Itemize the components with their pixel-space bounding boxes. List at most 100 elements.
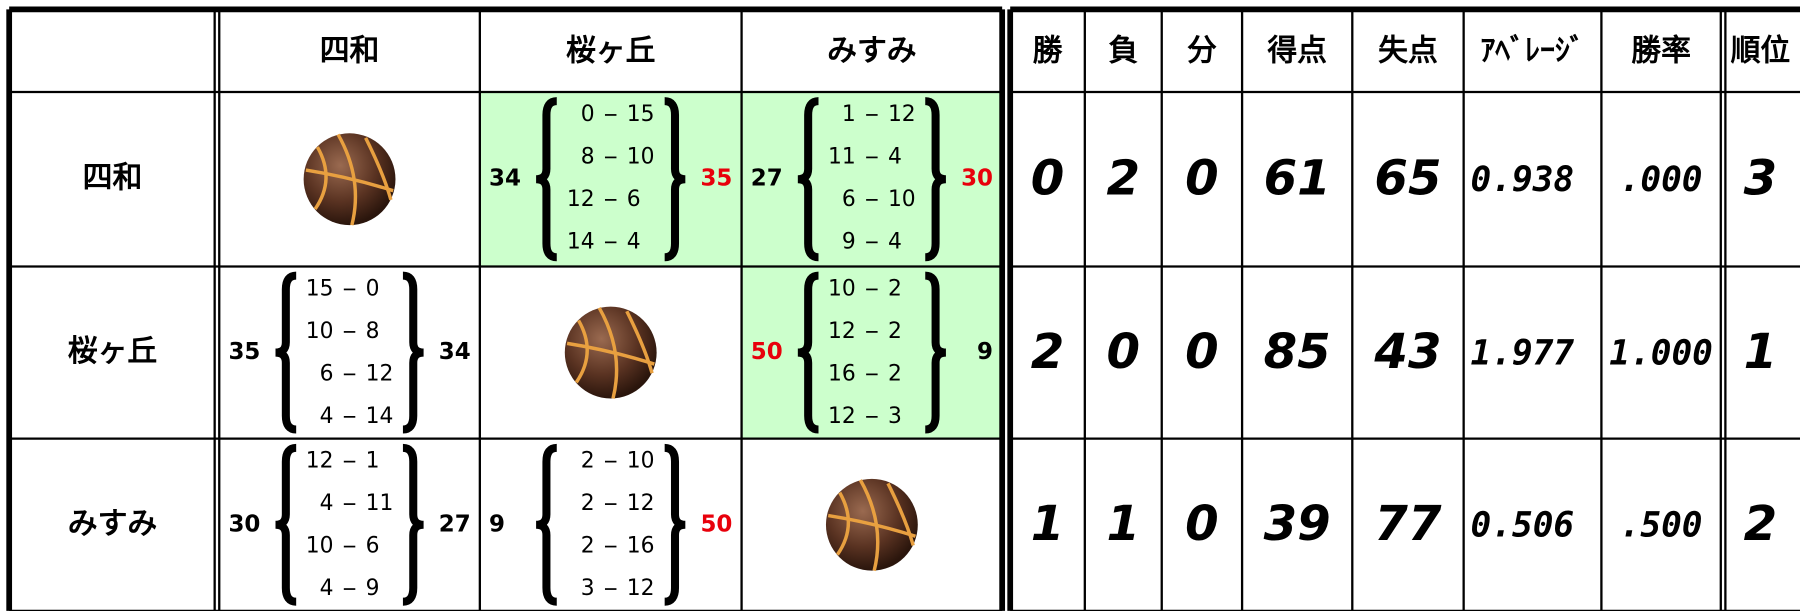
brace — [275, 443, 297, 606]
quarter-score: 2 — [581, 449, 595, 474]
brace — [535, 97, 558, 262]
quarter-score: 2 — [581, 491, 595, 516]
column-header: 勝率 — [1631, 33, 1691, 68]
score-total: 27 — [439, 511, 471, 537]
quarter-score: 12 — [828, 319, 856, 344]
quarter-score: 1 — [366, 449, 380, 474]
stat-value: 2 — [1107, 151, 1141, 207]
stat-value: 1 — [1744, 324, 1778, 380]
quarter-score: 3 — [581, 576, 595, 601]
quarter-score: 8 — [366, 319, 380, 344]
column-header: 勝 — [1033, 33, 1063, 68]
ball-seam — [827, 513, 917, 538]
stat-value: 0 — [1185, 496, 1219, 552]
basketball-lines — [305, 133, 394, 226]
brace — [402, 443, 424, 606]
quarter-score: 12 — [828, 404, 856, 429]
score-total: 35 — [700, 166, 732, 192]
score-total: 35 — [228, 339, 260, 365]
quarter-score: 14 — [366, 404, 394, 429]
score-total: 50 — [751, 339, 783, 365]
column-header: 順位 — [1731, 33, 1791, 68]
quarter-score: 6 — [627, 187, 641, 212]
quarter-score: 12 — [366, 361, 394, 386]
quarter-score: 1 — [842, 102, 856, 127]
quarter-score: 12 — [567, 187, 595, 212]
stat-value: 39 — [1264, 496, 1331, 552]
brace — [402, 271, 424, 434]
score-total: 34 — [439, 339, 471, 365]
quarter-score: 4 — [320, 576, 334, 601]
ball-seam — [836, 491, 851, 556]
ball-seam — [364, 137, 393, 201]
ball-seam — [313, 146, 328, 211]
ball-seam — [886, 482, 915, 546]
quarter-score: 15 — [627, 102, 655, 127]
column-header: ｱﾍﾞﾚｰｼﾞ — [1480, 33, 1584, 68]
brace — [797, 271, 819, 434]
column-header: 四和 — [320, 33, 380, 68]
score-total: 34 — [489, 166, 521, 192]
stat-value: 65 — [1374, 151, 1441, 207]
stat-value: .500 — [1620, 506, 1703, 546]
ball-seam — [625, 310, 654, 374]
quarter-score: 10 — [888, 187, 916, 212]
quarter-score: 10 — [306, 534, 334, 559]
quarter-score: 3 — [888, 404, 902, 429]
brace — [924, 271, 947, 434]
quarter-score: 10 — [627, 144, 655, 169]
quarter-score: 2 — [888, 319, 902, 344]
stat-value: 0 — [1031, 151, 1065, 207]
quarter-score: 9 — [366, 576, 380, 601]
stat-value: 61 — [1264, 151, 1331, 207]
stat-value: 0.506 — [1471, 506, 1575, 546]
quarter-score: 0 — [581, 102, 595, 127]
brace — [664, 443, 686, 606]
quarter-score: 4 — [888, 144, 902, 169]
quarter-score: 4 — [627, 229, 641, 254]
ball-seam — [858, 479, 880, 572]
column-header: みすみ — [827, 33, 916, 68]
quarter-score: 15 — [306, 276, 334, 301]
stat-value: 43 — [1373, 324, 1441, 380]
team-name: みすみ — [68, 506, 157, 541]
stat-value: 3 — [1744, 151, 1778, 207]
stat-value: 85 — [1264, 324, 1331, 380]
basketball-lines — [566, 306, 655, 399]
column-header: 負 — [1108, 33, 1138, 68]
quarter-score: 12 — [627, 491, 655, 516]
quarter-score: 12 — [306, 449, 334, 474]
basketball-lines — [827, 479, 917, 572]
stat-value: 1 — [1031, 496, 1065, 552]
team-name: 桜ヶ丘 — [68, 334, 157, 369]
stat-value: 0 — [1107, 324, 1141, 380]
score-total: 9 — [489, 511, 505, 537]
cell-highlight — [741, 266, 1003, 439]
quarter-score: 9 — [842, 229, 856, 254]
brace — [275, 271, 297, 434]
quarter-score: 11 — [366, 491, 394, 516]
stat-value: 1.977 — [1471, 333, 1575, 373]
column-header: 桜ヶ丘 — [566, 33, 655, 68]
quarter-score: 6 — [842, 187, 856, 212]
quarter-score: 14 — [567, 229, 595, 254]
ball-seam — [597, 306, 619, 399]
quarter-score: 2 — [888, 276, 902, 301]
stat-value: 1 — [1107, 496, 1141, 552]
ball-seam — [305, 168, 394, 193]
quarter-score: 4 — [320, 404, 334, 429]
score-total: 27 — [751, 166, 783, 192]
quarter-score: 2 — [888, 361, 902, 386]
column-header: 失点 — [1378, 33, 1438, 68]
quarter-score: 2 — [581, 534, 595, 559]
ball-seam — [566, 341, 655, 366]
quarter-score: 11 — [828, 144, 856, 169]
stat-value: 2 — [1744, 496, 1778, 552]
ball-seam — [336, 133, 358, 226]
quarter-score: 10 — [627, 449, 655, 474]
score-total: 30 — [961, 166, 993, 192]
quarter-score: 4 — [320, 491, 334, 516]
quarter-score: 12 — [627, 576, 655, 601]
quarter-score: 12 — [888, 102, 916, 127]
